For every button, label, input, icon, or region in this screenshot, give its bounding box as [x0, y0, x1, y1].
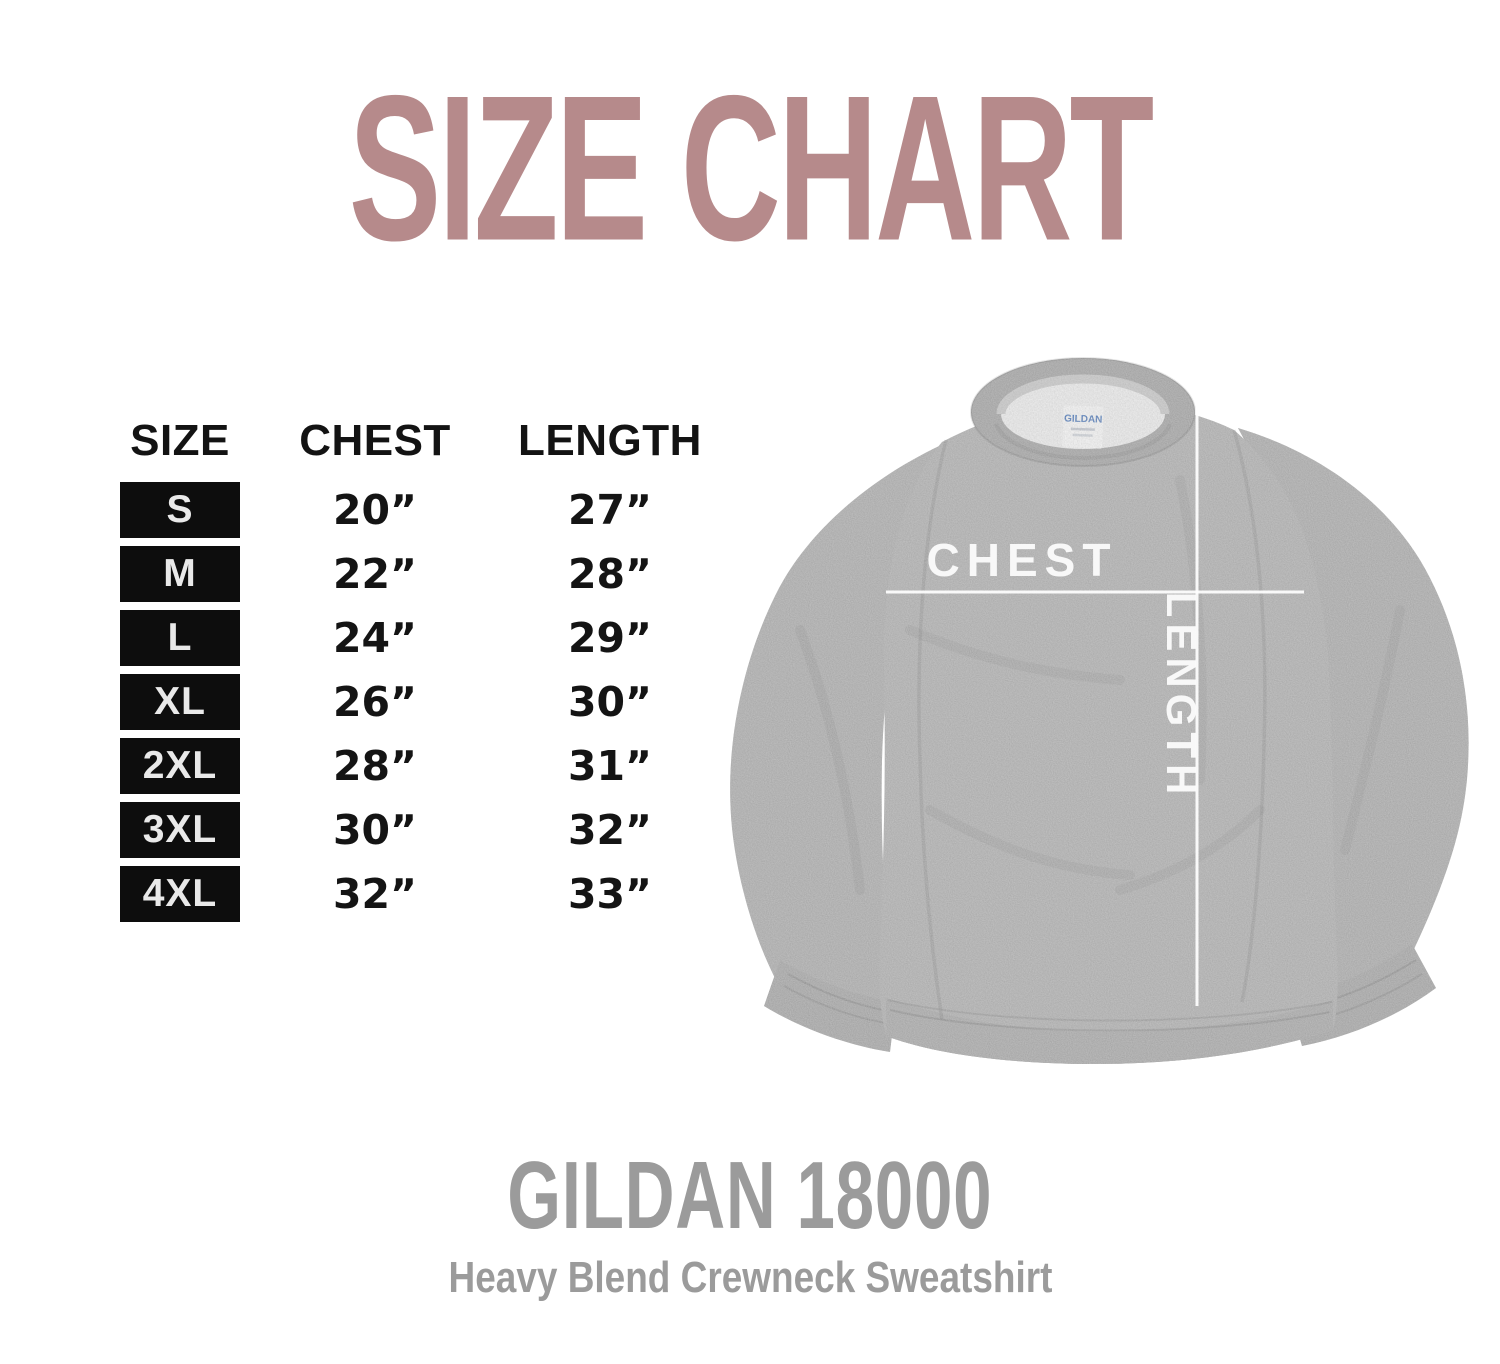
collar-inner-shadow: [996, 374, 1170, 415]
length-value: 29”: [567, 614, 652, 662]
chest-value: 30”: [332, 806, 417, 854]
body-panel: [879, 401, 1338, 1064]
size-badge: M: [120, 546, 240, 602]
sweatshirt-garment: GILDAN: [730, 357, 1469, 1064]
size-badge: L: [120, 610, 240, 666]
length-measure-label: LENGTH: [1158, 592, 1205, 801]
sweatshirt-photo: GILDAN CHEST LENGTH: [700, 330, 1480, 1100]
size-badge: S: [120, 482, 240, 538]
column-header-length: LENGTH: [518, 416, 702, 465]
chest-value: 24”: [332, 614, 417, 662]
chest-value: 32”: [332, 870, 417, 918]
neck-tag-line: [1070, 427, 1095, 431]
right-armhole-seam: [1232, 429, 1267, 1003]
fabric-wrinkles: [795, 475, 1405, 895]
length-value: 28”: [567, 550, 652, 598]
left-cuff: [764, 960, 896, 1052]
hem-stitch: [889, 1009, 1331, 1032]
size-badge: 2XL: [120, 738, 240, 794]
left-cuff-rib: [783, 985, 892, 1025]
page-title-text: SIZE CHART: [348, 53, 1155, 285]
column-header-chest: CHEST: [299, 416, 451, 465]
chest-value: 22”: [332, 550, 417, 598]
neck-tag-line: [1072, 433, 1093, 437]
length-value: 30”: [567, 678, 652, 726]
collar-front-edge: [994, 423, 1172, 460]
page-title: SIZE CHART: [0, 52, 1500, 287]
size-badge: 4XL: [120, 866, 240, 922]
neck-tag-brand: GILDAN: [1064, 413, 1103, 425]
collar-stitch: [970, 357, 1196, 467]
product-model: GILDAN 18000: [507, 1142, 993, 1249]
neck-tag-label: [1062, 405, 1104, 449]
length-value: 31”: [567, 742, 652, 790]
hem-stitch: [887, 999, 1333, 1022]
chest-value: 20”: [332, 486, 417, 534]
chest-value: 26”: [332, 678, 417, 726]
size-badge: 3XL: [120, 802, 240, 858]
chest-measure-label: CHEST: [927, 534, 1118, 586]
neck-tag: GILDAN: [1062, 405, 1104, 449]
product-info: GILDAN 18000 Heavy Blend Crewneck Sweats…: [0, 1148, 1500, 1302]
hem-band: [886, 998, 1333, 1064]
left-armhole-seam: [917, 439, 948, 1021]
size-table: SIZE CHEST LENGTH S 20” 27” M 22” 28” L …: [120, 414, 710, 926]
product-description: Heavy Blend Crewneck Sweatshirt: [448, 1253, 1052, 1302]
chest-value: 28”: [332, 742, 417, 790]
sweatshirt-figure: GILDAN CHEST LENGTH: [730, 357, 1469, 1064]
length-value: 32”: [567, 806, 652, 854]
size-badge: XL: [120, 674, 240, 730]
column-header-size: SIZE: [130, 416, 230, 465]
measurement-overlay: CHEST LENGTH: [886, 372, 1304, 1006]
length-value: 33”: [567, 870, 652, 918]
length-value: 27”: [567, 486, 652, 534]
